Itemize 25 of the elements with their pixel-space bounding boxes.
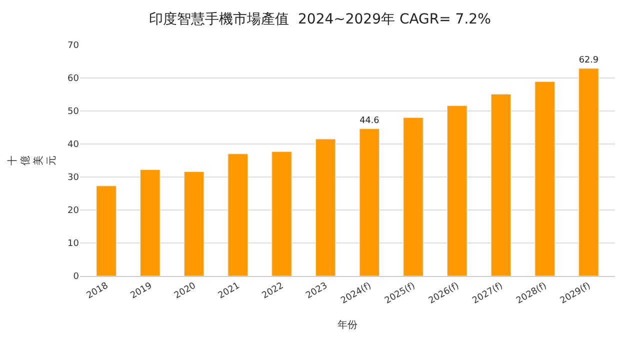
bar — [140, 169, 160, 276]
y-tick-label: 20 — [68, 206, 80, 216]
y-tick-label: 70 — [68, 41, 80, 52]
bar — [272, 151, 292, 276]
bar — [359, 128, 380, 276]
chart-title: 印度智慧手機市場產值 2024~2029年 CAGR= 7.2% — [149, 11, 491, 28]
y-tick-label: 0 — [73, 272, 80, 282]
y-tick-label: 50 — [68, 107, 80, 118]
y-tick-label: 10 — [68, 239, 80, 250]
bar — [228, 154, 248, 276]
x-axis-title: 年份 — [338, 318, 358, 331]
bar — [403, 117, 424, 276]
y-tick-label: 60 — [68, 74, 80, 84]
y-axis-title: 十億美元 — [6, 156, 58, 166]
data-label: 44.6 — [360, 116, 380, 126]
bar — [447, 105, 468, 276]
bar — [315, 138, 336, 276]
data-label: 62.9 — [578, 56, 599, 66]
bar — [490, 94, 512, 276]
bar — [184, 171, 204, 276]
bar — [534, 81, 555, 276]
bar — [96, 186, 116, 276]
y-tick-label: 40 — [68, 140, 80, 150]
y-tick-label: 30 — [68, 173, 80, 184]
bar — [578, 68, 599, 276]
